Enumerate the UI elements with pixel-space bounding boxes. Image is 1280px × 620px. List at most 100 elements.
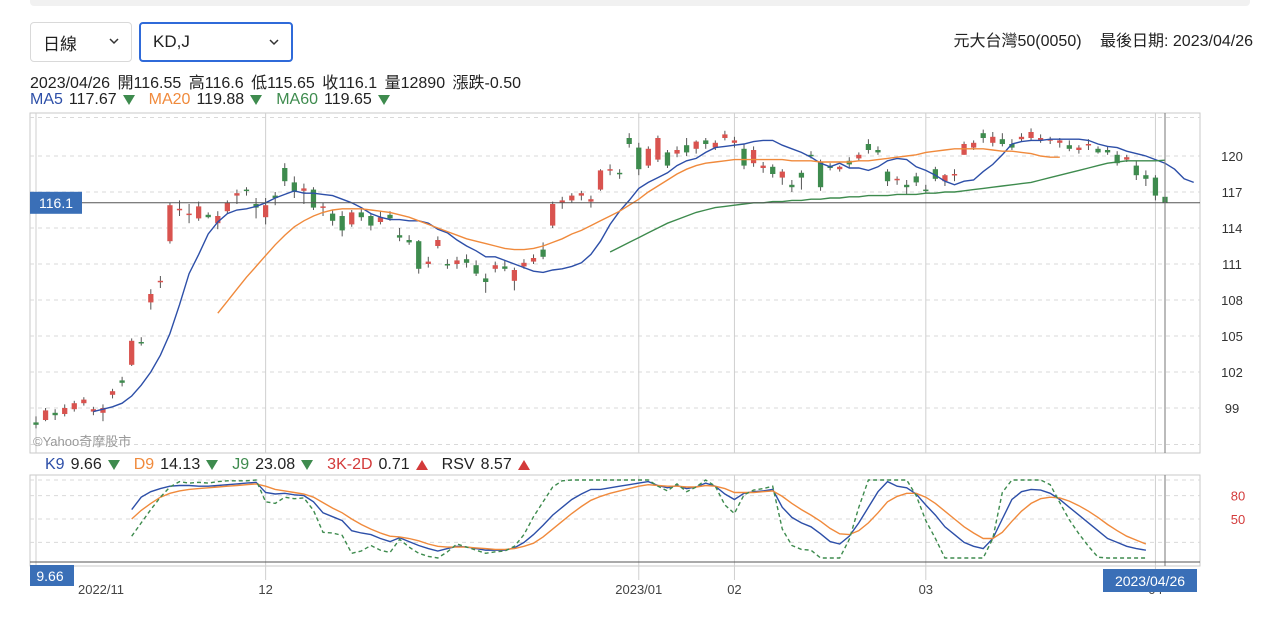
candle-body xyxy=(310,189,317,208)
indicator-select-value: KD,J xyxy=(153,32,190,51)
last-price-badge xyxy=(30,191,82,214)
ma_legend-label: MA60 xyxy=(276,91,318,108)
candle-body xyxy=(559,200,565,203)
candle-body xyxy=(951,174,958,176)
candle-body xyxy=(243,189,250,192)
candle-body xyxy=(1133,165,1139,176)
ohlc-volume: 量12890 xyxy=(384,75,446,92)
chevron-down-icon xyxy=(109,38,119,45)
candle-body xyxy=(1114,154,1120,164)
candle-body xyxy=(683,145,690,153)
ma_legend-item-ma60: MA60 119.65 xyxy=(276,91,390,109)
ohlc-low: 低115.65 xyxy=(251,75,315,92)
kd-legend: K9 9.66 D9 14.13 J9 23.08 3K-2D 0.71 RSV 8.57 xyxy=(45,456,544,474)
candle-body xyxy=(1057,140,1063,143)
ma_legend-value: 117.67 xyxy=(68,91,117,108)
candle-body xyxy=(588,199,594,202)
candle-body xyxy=(626,138,632,144)
candle-body xyxy=(894,178,900,181)
candle-body xyxy=(349,212,355,225)
kd_legend-label: K9 xyxy=(45,456,65,473)
kd-y-tick: 50 xyxy=(1231,512,1245,527)
watermark: ©Yahoo奇摩股市 xyxy=(33,434,131,449)
candle-body xyxy=(1076,147,1082,150)
candle-body xyxy=(291,182,297,192)
price-y-tick: 105 xyxy=(1221,329,1243,344)
kd_legend-item-d9: D9 14.13 xyxy=(134,456,219,474)
kd_legend-label: J9 xyxy=(232,456,250,473)
candle-body xyxy=(444,264,451,266)
candle-body xyxy=(904,184,910,188)
kd_legend-value: 23.08 xyxy=(255,456,296,473)
candle-body xyxy=(368,216,374,226)
candle-body xyxy=(167,205,173,242)
candle-body xyxy=(358,212,364,218)
candle-body xyxy=(176,208,183,211)
candle-body xyxy=(779,171,785,178)
stock-name: 元大台灣50(0050) xyxy=(953,33,1082,50)
candle-body xyxy=(62,408,68,414)
candle-body xyxy=(750,150,757,164)
candle-body xyxy=(262,205,269,218)
candle-body xyxy=(980,133,986,138)
candle-body xyxy=(837,166,843,170)
candle-body xyxy=(617,172,623,175)
candle-body xyxy=(1104,150,1111,153)
candle-body xyxy=(578,193,584,196)
kd_legend-item-k9: K9 9.66 xyxy=(45,456,120,474)
candle-body xyxy=(205,214,211,218)
ma-legend: MA5 117.67 MA20 119.88 MA60 119.65 xyxy=(30,91,404,109)
price-panel-frame xyxy=(29,112,1201,454)
candle-body xyxy=(129,340,135,365)
candle-body xyxy=(607,169,613,171)
chevron-down-icon xyxy=(269,39,279,46)
candle-body xyxy=(406,240,412,243)
price-y-tick: 117 xyxy=(1222,185,1243,200)
ma-line-ma60 xyxy=(609,159,1166,253)
candle-body xyxy=(999,139,1005,144)
ohlc-open: 開116.55 xyxy=(117,75,182,92)
candle-body xyxy=(186,213,192,216)
candle-body xyxy=(942,175,948,182)
candle-body xyxy=(731,140,738,143)
candle-body xyxy=(1143,175,1149,179)
candle-body xyxy=(798,172,805,178)
kd-line-j9 xyxy=(131,479,1146,559)
kd-y-tick: 80 xyxy=(1231,489,1245,504)
candle-body xyxy=(234,193,240,196)
candle-body xyxy=(722,134,728,138)
candle-body xyxy=(550,204,556,226)
kd_legend-item-rsv: RSV 8.57 xyxy=(442,456,530,474)
candle-body xyxy=(416,241,422,269)
candle-body xyxy=(52,412,58,416)
ma_legend-value: 119.65 xyxy=(324,91,372,108)
ma_legend-label: MA20 xyxy=(148,91,191,108)
candle-body xyxy=(913,176,919,183)
candle-body xyxy=(712,142,718,148)
candle-body xyxy=(196,206,202,219)
triangle-up-icon xyxy=(517,460,530,470)
candle-body xyxy=(1124,157,1130,160)
candle-body xyxy=(329,213,336,221)
candle-body xyxy=(703,140,709,144)
ohlc-date: 2023/04/26 xyxy=(30,75,111,92)
candle-body xyxy=(71,403,77,410)
candle-body xyxy=(636,147,642,170)
candle-body xyxy=(215,216,221,224)
candle-body xyxy=(1066,145,1072,149)
period-select[interactable]: 日線 xyxy=(30,22,132,62)
ma_legend-item-ma5: MA5 117.67 xyxy=(30,91,135,109)
ma_legend-item-ma20: MA20 119.88 xyxy=(149,91,263,109)
triangle-down-icon xyxy=(301,460,314,470)
last-price-label: 116.1 xyxy=(39,195,73,211)
kd_legend-label: 3K-2D xyxy=(327,456,373,473)
date-badge xyxy=(1103,569,1197,592)
candle-body xyxy=(1085,144,1092,146)
triangle-down-icon xyxy=(377,95,390,105)
candle-body xyxy=(339,216,345,231)
candle-body xyxy=(272,195,278,198)
candle-body xyxy=(100,408,106,413)
triangle-down-icon xyxy=(107,460,120,470)
indicator-select[interactable]: KD,J xyxy=(139,22,293,62)
triangle-down-icon xyxy=(206,460,219,470)
